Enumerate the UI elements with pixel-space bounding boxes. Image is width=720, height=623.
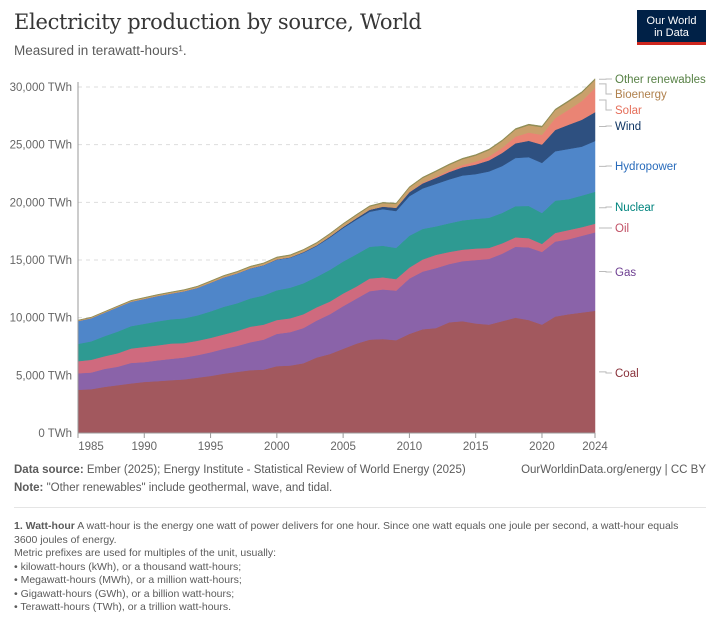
footnote-bullet: • Terawatt-hours (TWh), or a trillion wa…	[14, 601, 232, 613]
series-label-other-renewables: Other renewables	[615, 74, 706, 86]
y-tick-label: 15,000 TWh	[10, 255, 72, 267]
label-leader-line	[599, 371, 612, 374]
y-tick-label: 30,000 TWh	[10, 82, 72, 94]
series-label-bioenergy: Bioenergy	[615, 89, 667, 101]
series-label-hydropower: Hydropower	[615, 161, 677, 173]
footnote-bullet: • kilowatt-hours (kWh), or a thousand wa…	[14, 560, 242, 573]
series-label-wind: Wind	[615, 121, 641, 133]
logo-line2: in Data	[654, 27, 689, 39]
footnote-text: A watt-hour is the energy one watt of po…	[14, 520, 679, 546]
note: Note: "Other renewables" include geother…	[14, 482, 332, 494]
x-tick-label: 2015	[463, 441, 489, 453]
x-tick-label: 2024	[582, 441, 608, 453]
series-label-gas: Gas	[615, 267, 636, 279]
note-label: Note:	[14, 482, 44, 494]
series-label-nuclear: Nuclear	[615, 202, 655, 214]
credit-link[interactable]: OurWorldinData.org/energy | CC BY	[521, 464, 706, 476]
chart-title: Electricity production by source, World	[14, 10, 422, 34]
data-source-label: Data source:	[14, 464, 84, 476]
x-tick-label: 2020	[529, 441, 555, 453]
x-tick-label: 1995	[198, 441, 224, 453]
series-label-oil: Oil	[615, 223, 629, 235]
y-tick-label: 10,000 TWh	[10, 313, 72, 325]
label-leader-line	[599, 206, 612, 209]
label-leader-line	[599, 83, 612, 95]
footnote: 1. Watt-hour A watt-hour is the energy o…	[14, 520, 704, 615]
footnote-line2: Metric prefixes are used for multiples o…	[14, 547, 277, 559]
data-source: Data source: Ember (2025); Energy Instit…	[14, 464, 466, 476]
y-tick-label: 25,000 TWh	[10, 140, 72, 152]
x-tick-label: 2000	[264, 441, 290, 453]
y-tick-label: 20,000 TWh	[10, 197, 72, 209]
owid-logo[interactable]: Our World in Data	[637, 10, 706, 45]
logo-line1: Our World	[646, 15, 697, 27]
note-text: "Other renewables" include geothermal, w…	[43, 482, 333, 494]
x-tick-label: 2005	[330, 441, 356, 453]
divider	[14, 507, 706, 508]
label-leader-line	[599, 125, 612, 128]
data-source-text: Ember (2025); Energy Institute - Statist…	[83, 464, 466, 476]
label-leader-line	[599, 99, 612, 111]
y-tick-label: 5,000 TWh	[16, 370, 72, 382]
footnote-heading: 1. Watt-hour	[14, 520, 75, 532]
series-label-coal: Coal	[615, 368, 639, 380]
footnote-bullet: • Gigawatt-hours (GWh), or a billion wat…	[14, 587, 235, 600]
series-label-solar: Solar	[615, 105, 642, 117]
stacked-area-chart: 0 TWh 5,000 TWh 10,000 TWh 15,000 TWh 20,000…	[10, 74, 706, 453]
area-other-renewables	[77, 78, 596, 321]
y-tick-label: 0 TWh	[38, 428, 72, 440]
footnote-bullet: • Megawatt-hours (MWh), or a million wat…	[14, 574, 242, 586]
x-tick-label: 1985	[78, 441, 104, 453]
chart-subtitle: Measured in terawatt-hours¹.	[14, 43, 187, 58]
x-tick-label: 1990	[131, 441, 157, 453]
x-tick-label: 2010	[397, 441, 423, 453]
